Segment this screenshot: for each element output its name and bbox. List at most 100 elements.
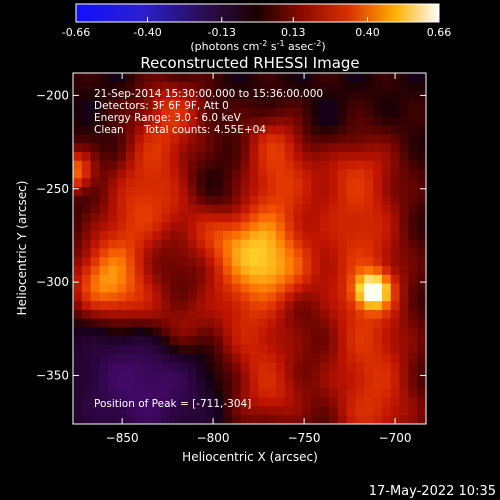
heatmap-cell <box>328 222 339 232</box>
heatmap-cell <box>205 151 215 162</box>
heatmap-cell <box>284 134 295 144</box>
heatmap-cell <box>187 274 198 285</box>
heatmap-cell <box>187 222 198 232</box>
heatmap-cell <box>293 353 304 364</box>
heatmap-cell <box>170 283 180 293</box>
heatmap-cell <box>267 353 277 364</box>
heatmap-cell <box>170 292 180 302</box>
heatmap-cell <box>381 90 392 100</box>
heatmap-cell <box>143 362 154 372</box>
heatmap-cell <box>355 266 365 276</box>
heatmap-cell <box>284 345 295 355</box>
heatmap-cell <box>205 125 215 136</box>
heatmap-cell <box>267 397 277 408</box>
heatmap-cell <box>143 143 154 153</box>
heatmap-cell <box>328 257 339 267</box>
heatmap-cell <box>381 380 392 390</box>
heatmap-cell <box>205 90 215 100</box>
heatmap-cell <box>152 178 162 188</box>
heatmap-cell <box>143 257 154 267</box>
heatmap-cell <box>311 160 321 171</box>
heatmap-cell <box>205 336 215 346</box>
heatmap-cell <box>73 266 83 276</box>
heatmap-cell <box>143 90 154 100</box>
heatmap-cell <box>196 266 206 276</box>
heatmap-cell <box>81 73 92 83</box>
heatmap-cell <box>284 371 295 381</box>
heatmap-cell <box>108 160 118 171</box>
heatmap-cell <box>196 213 206 223</box>
heatmap-cell <box>364 353 374 364</box>
heatmap-cell <box>152 99 162 109</box>
heatmap-cell <box>152 380 162 390</box>
heatmap-cell <box>293 160 304 171</box>
heatmap-cell <box>231 187 242 197</box>
heatmap-cell <box>81 160 92 171</box>
heatmap-cell <box>293 99 304 109</box>
heatmap-cell <box>231 362 242 372</box>
heatmap-cell <box>399 301 409 311</box>
heatmap-cell <box>417 301 426 311</box>
heatmap-cell <box>337 371 348 381</box>
heatmap-cell <box>346 151 356 162</box>
heatmap-cell <box>346 345 356 355</box>
heatmap-cell <box>311 336 321 346</box>
heatmap-cell <box>284 222 295 232</box>
heatmap-cell <box>320 345 330 355</box>
heatmap-cell <box>390 336 401 346</box>
heatmap-cell <box>214 388 224 399</box>
heatmap-cell <box>81 204 92 215</box>
colorbar-gradient <box>75 3 440 23</box>
heatmap-cell <box>108 187 118 197</box>
heatmap-cell <box>161 187 171 197</box>
heatmap-cell <box>258 397 268 408</box>
heatmap-cell <box>293 204 304 215</box>
heatmap-cell <box>293 187 304 197</box>
heatmap-cell <box>275 257 286 267</box>
heatmap-cell <box>390 283 401 293</box>
heatmap-cell <box>205 230 215 241</box>
heatmap-cell <box>214 134 224 144</box>
heatmap-cell <box>355 134 365 144</box>
heatmap-cell <box>320 380 330 390</box>
heatmap-cell <box>161 143 171 153</box>
heatmap-cell <box>99 283 109 293</box>
heatmap-cell <box>320 239 330 250</box>
heatmap-cell <box>417 362 426 372</box>
heatmap-cell <box>143 204 154 215</box>
heatmap-cell <box>408 353 418 364</box>
heatmap-cell <box>178 274 189 285</box>
heatmap-cell <box>143 99 154 109</box>
heatmap-cell <box>125 397 136 408</box>
heatmap-cell <box>196 116 206 127</box>
heatmap-cell <box>355 169 365 179</box>
heatmap-cell <box>249 143 259 153</box>
heatmap-cell <box>328 371 339 381</box>
heatmap-cell <box>275 274 286 285</box>
heatmap-cell <box>258 195 268 206</box>
heatmap-cell <box>187 143 198 153</box>
heatmap-cell <box>90 380 101 390</box>
heatmap-cell <box>178 99 189 109</box>
heatmap-cell <box>293 73 304 83</box>
heatmap-cell <box>205 143 215 153</box>
heatmap-cell <box>355 108 365 118</box>
heatmap-cell <box>231 81 242 92</box>
heatmap-cell <box>240 283 251 293</box>
heatmap-cell <box>161 239 171 250</box>
heatmap-cell <box>302 230 312 241</box>
heatmap-cell <box>90 353 101 364</box>
heatmap-cell <box>417 125 426 136</box>
heatmap-cell <box>355 187 365 197</box>
heatmap-cell <box>284 292 295 302</box>
heatmap-cell <box>381 116 392 127</box>
heatmap-cell <box>399 353 409 364</box>
heatmap-cell <box>355 274 365 285</box>
heatmap-cell <box>161 283 171 293</box>
heatmap-cell <box>81 108 92 118</box>
heatmap-cell <box>249 187 259 197</box>
heatmap-cell <box>223 134 233 144</box>
heatmap-cell <box>73 222 83 232</box>
heatmap-cell <box>417 187 426 197</box>
heatmap-cell <box>134 99 145 109</box>
